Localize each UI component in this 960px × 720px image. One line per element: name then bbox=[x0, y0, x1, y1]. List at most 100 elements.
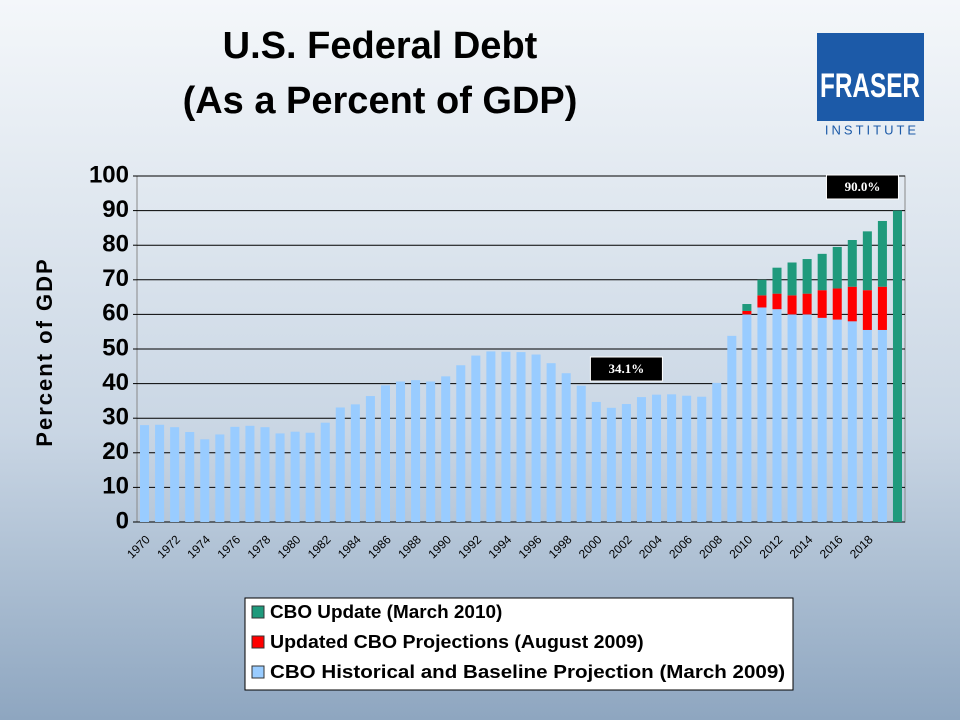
bar-segment bbox=[817, 253, 827, 291]
bar-segment bbox=[832, 319, 842, 522]
bar-segment bbox=[591, 401, 601, 522]
bar-segment bbox=[411, 380, 421, 522]
bar-segment bbox=[772, 293, 782, 310]
logo-name: FRASER bbox=[820, 67, 920, 105]
y-tick-label: 40 bbox=[102, 369, 129, 396]
bar-segment bbox=[486, 351, 496, 522]
bar-segment bbox=[757, 279, 767, 296]
bar-segment bbox=[772, 309, 782, 522]
bar-segment bbox=[501, 351, 511, 522]
bar-segment bbox=[350, 404, 360, 522]
bar-segment bbox=[531, 354, 541, 522]
bar-segment bbox=[652, 394, 662, 522]
y-axis-label: Percent of GDP bbox=[32, 257, 57, 446]
bar-segment bbox=[320, 422, 330, 522]
legend-label: CBO Historical and Baseline Projection (… bbox=[270, 662, 785, 682]
bar-segment bbox=[832, 288, 842, 320]
bar-segment bbox=[787, 262, 797, 296]
bar-segment bbox=[621, 404, 631, 522]
bar-segment bbox=[847, 321, 857, 522]
bar-segment bbox=[546, 363, 556, 522]
bar-segment bbox=[877, 220, 887, 287]
logo-subtitle: INSTITUTE bbox=[825, 122, 919, 137]
bar-segment bbox=[215, 434, 225, 522]
bar-segment bbox=[516, 352, 526, 522]
bar-segment bbox=[712, 382, 722, 522]
bar-segment bbox=[802, 293, 812, 315]
bar-segment bbox=[471, 355, 481, 522]
bar-segment bbox=[862, 231, 872, 291]
bar-segment bbox=[441, 376, 451, 522]
bar-segment bbox=[742, 304, 752, 311]
bar-segment bbox=[260, 427, 270, 522]
legend-label: CBO Update (March 2010) bbox=[270, 602, 502, 622]
bar-segment bbox=[185, 432, 195, 522]
bar-segment bbox=[200, 439, 210, 522]
bar-segment bbox=[426, 381, 436, 522]
bar-segment bbox=[877, 286, 887, 330]
bar-segment bbox=[245, 425, 255, 522]
bar-segment bbox=[290, 431, 300, 522]
bar-segment bbox=[847, 240, 857, 287]
bar-segment bbox=[727, 335, 737, 522]
bar-segment bbox=[757, 295, 767, 308]
legend-swatch bbox=[251, 605, 265, 619]
bar-segment bbox=[230, 426, 240, 522]
y-tick-label: 20 bbox=[102, 438, 129, 465]
bar-segment bbox=[862, 329, 872, 522]
bar-segment bbox=[802, 259, 812, 294]
bar-segment bbox=[742, 314, 752, 522]
y-tick-label: 10 bbox=[102, 473, 129, 500]
bar-segment bbox=[817, 317, 827, 522]
legend-swatch bbox=[251, 665, 265, 679]
data-label-box bbox=[589, 356, 663, 382]
y-tick-label: 0 bbox=[116, 507, 129, 534]
bar-segment bbox=[335, 407, 345, 522]
bar-segment bbox=[140, 425, 150, 522]
bar-segment bbox=[757, 307, 767, 522]
y-tick-label: 70 bbox=[102, 265, 129, 292]
bar-segment bbox=[862, 290, 872, 330]
chart-title: (As a Percent of GDP) bbox=[183, 80, 578, 122]
data-label: 34.1% bbox=[609, 361, 645, 376]
bar-segment bbox=[787, 314, 797, 522]
bar-segment bbox=[636, 397, 646, 522]
bar-segment bbox=[847, 286, 857, 322]
bar-segment bbox=[877, 329, 887, 522]
y-tick-label: 90 bbox=[102, 196, 129, 223]
bar-segment bbox=[802, 314, 812, 522]
y-tick-label: 80 bbox=[102, 231, 129, 258]
bar-segment bbox=[682, 395, 692, 522]
bar-segment bbox=[667, 394, 677, 522]
bar-segment bbox=[892, 210, 902, 522]
legend-label: Updated CBO Projections (August 2009) bbox=[270, 632, 644, 652]
bar-segment bbox=[275, 433, 285, 522]
bar-segment bbox=[832, 246, 842, 289]
bar-segment bbox=[606, 407, 616, 522]
bar-segment bbox=[170, 427, 180, 522]
legend bbox=[244, 597, 794, 691]
chart-title: U.S. Federal Debt bbox=[223, 25, 538, 67]
bar-segment bbox=[817, 290, 827, 318]
bar-segment bbox=[380, 385, 390, 522]
y-tick-label: 60 bbox=[102, 300, 129, 327]
bar-segment bbox=[365, 396, 375, 522]
bar-segment bbox=[697, 396, 707, 522]
bar-segment bbox=[742, 310, 752, 315]
data-label: 90.0% bbox=[845, 179, 881, 194]
bar-segment bbox=[456, 365, 466, 522]
bar-segment bbox=[155, 424, 165, 522]
bar-segment bbox=[787, 295, 797, 315]
bar-segment bbox=[305, 432, 315, 522]
legend-swatch bbox=[251, 635, 265, 649]
bar-segment bbox=[576, 385, 586, 522]
bar-segment bbox=[561, 373, 571, 522]
y-tick-label: 30 bbox=[102, 404, 129, 431]
bar-segment bbox=[396, 381, 406, 522]
data-label-box bbox=[825, 174, 899, 200]
y-tick-label: 100 bbox=[89, 161, 129, 188]
bar-segment bbox=[772, 267, 782, 294]
logo-box bbox=[817, 33, 924, 121]
y-tick-label: 50 bbox=[102, 334, 129, 361]
